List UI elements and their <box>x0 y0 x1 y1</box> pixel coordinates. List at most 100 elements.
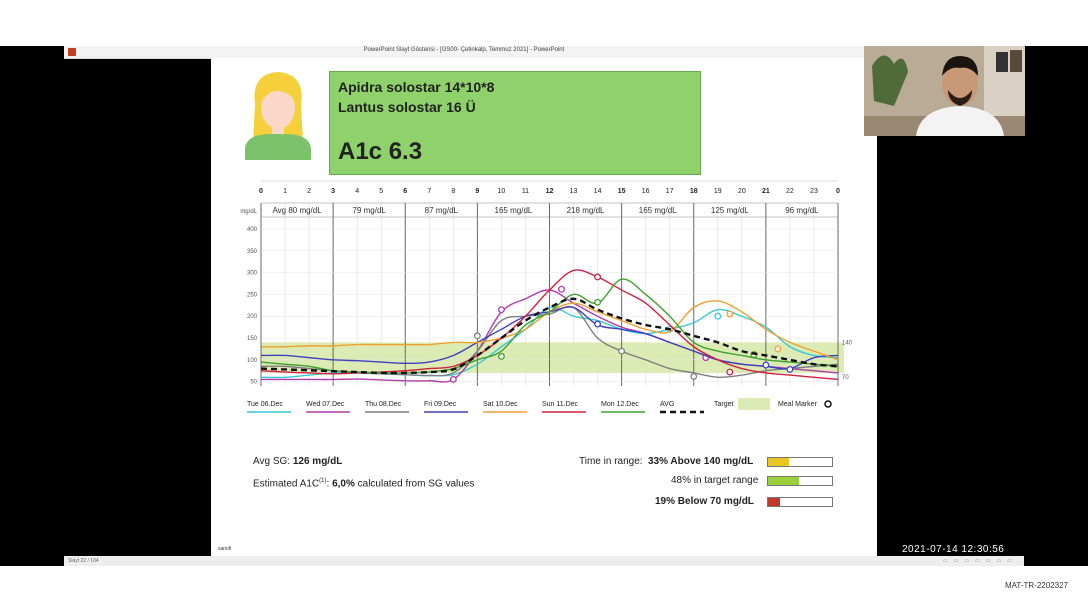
powerpoint-app-icon <box>68 48 76 56</box>
hour-tick-label: 22 <box>786 188 794 195</box>
hour-tick-label: 2 <box>307 188 311 195</box>
above-range-label: 33% Above 140 mg/dL <box>648 456 754 467</box>
series-line-avg <box>260 297 839 375</box>
hour-tick-label: 14 <box>594 188 602 195</box>
y-tick-label: 400 <box>247 227 258 233</box>
y-tick-label: 350 <box>247 249 258 255</box>
upper-target-label: 140 <box>842 340 853 346</box>
y-tick-label: 300 <box>247 271 258 277</box>
avg-sg-label: Avg SG: <box>253 456 291 467</box>
hour-tick-label: 0 <box>836 188 840 195</box>
legend-meal-marker-icon <box>824 400 832 408</box>
hour-tick-label: 17 <box>666 188 674 195</box>
hour-tick-label: 20 <box>738 188 746 195</box>
a1c-value: A1c 6.3 <box>338 138 423 165</box>
avg-sg: Avg SG: 126 mg/dL <box>253 456 342 467</box>
meal-marker <box>497 352 505 360</box>
window-title: PowerPoint Slayt Gösterisi - [GS00- Çeti… <box>363 47 565 53</box>
below-range-label: 19% Below 70 mg/dL <box>655 496 754 507</box>
in-range-label: 48% in target range <box>671 475 759 486</box>
hour-tick-label: 0 <box>259 188 263 195</box>
hour-tick-label: 15 <box>618 188 626 195</box>
estimated-a1c-suffix: calculated from SG values <box>357 478 475 490</box>
hour-tick-label: 19 <box>714 188 722 195</box>
period-average-label: 87 mg/dL <box>425 206 459 215</box>
period-average-label: 79 mg/dL <box>353 206 387 215</box>
legend-label: Sat 10.Dec <box>483 401 518 408</box>
hour-tick-label: 9 <box>475 188 479 195</box>
meal-marker <box>594 298 602 306</box>
period-average-label: 165 mg/dL <box>495 206 533 215</box>
hour-tick-label: 6 <box>403 188 407 195</box>
meal-marker <box>786 365 794 373</box>
above-range-fill <box>768 458 790 466</box>
period-average-label: 165 mg/dL <box>639 206 677 215</box>
insulin-line-1: Apidra solostar 14*10*8 <box>338 79 495 95</box>
meal-marker <box>497 306 505 314</box>
footnote-marker: (1) <box>319 478 327 484</box>
hour-tick-label: 16 <box>642 188 650 195</box>
legend-label: Sun 11.Dec <box>542 401 579 408</box>
meal-marker <box>774 345 782 353</box>
view-controls[interactable]: ▭▭▭▭▭▭▭ <box>942 558 1018 564</box>
presenter-webcam <box>864 46 1025 136</box>
meal-marker <box>726 310 734 318</box>
period-average-label: 218 mg/dL <box>567 206 605 215</box>
glucose-overlay-chart: 0 1 2 3 4 5 6 7 8 9 10 11 12 13 14 15 16 17 18 19 20 21 22 23 0A… <box>240 180 853 414</box>
legend-label: AVG <box>660 401 674 408</box>
slide-counter: Slayt 22 / 104 <box>68 558 99 564</box>
time-in-range-label: Time in range: <box>579 456 643 467</box>
estimated-a1c-value: 6,0% <box>332 478 355 490</box>
meal-marker <box>690 372 698 380</box>
hour-tick-label: 8 <box>451 188 455 195</box>
target-range-band <box>261 342 844 373</box>
meal-marker <box>618 347 626 355</box>
period-average-label: 125 mg/dL <box>711 206 749 215</box>
legend-label: Thu 08.Dec <box>365 401 402 408</box>
hour-tick-label: 23 <box>810 188 818 195</box>
hour-tick-label: 7 <box>427 188 431 195</box>
period-average-label: Avg 80 mg/dL <box>272 206 322 215</box>
series-line-sun-11-dec <box>260 269 839 381</box>
hour-tick-label: 1 <box>283 188 287 195</box>
y-tick-label: 100 <box>247 358 258 364</box>
y-tick-label: 50 <box>250 380 257 386</box>
meal-marker <box>558 285 565 293</box>
legend-label: Mon 12.Dec <box>601 401 639 408</box>
insulin-line-2: Lantus solostar 16 Ü <box>338 99 476 115</box>
hour-tick-label: 3 <box>331 188 335 195</box>
y-tick-label: 150 <box>247 336 258 342</box>
legend-label: Fri 09.Dec <box>424 401 457 408</box>
hour-tick-label: 18 <box>690 188 698 195</box>
patient-avatar-icon <box>245 72 311 160</box>
video-timestamp: 2021-07-14 12:30:56 <box>902 544 1005 555</box>
legend-label: Tue 06.Dec <box>247 401 283 408</box>
slide: Apidra solostar 14*10*8 Lantus solostar … <box>211 58 877 556</box>
in-range-bar <box>767 476 833 486</box>
document-code: MAT-TR-2202327 <box>1005 581 1068 590</box>
hour-tick-label: 5 <box>379 188 383 195</box>
meal-marker <box>594 320 602 328</box>
meal-marker <box>726 368 734 376</box>
hour-tick-label: 21 <box>762 188 770 195</box>
avg-sg-value: 126 mg/dL <box>292 456 343 467</box>
hour-tick-label: 13 <box>570 188 578 195</box>
y-tick-label: 250 <box>247 292 258 298</box>
y-tick-label: 200 <box>247 314 258 320</box>
lower-target-label: 70 <box>842 375 849 381</box>
hour-tick-label: 11 <box>522 188 529 195</box>
hour-tick-label: 10 <box>498 188 506 195</box>
hour-tick-label: 12 <box>546 188 554 195</box>
period-average-label: 96 mg/dL <box>785 206 819 215</box>
legend-label: Wed 07.Dec <box>306 401 345 408</box>
y-axis-label: mg/dL <box>240 209 257 215</box>
meal-marker <box>762 361 770 369</box>
below-range-fill <box>768 498 781 506</box>
meal-marker <box>714 312 722 320</box>
estimated-a1c-label: Estimated A1C <box>253 478 320 490</box>
legend-label-target: Target <box>714 401 734 408</box>
above-range-bar <box>767 457 833 467</box>
below-range-bar <box>767 497 833 507</box>
meal-marker <box>473 332 481 340</box>
sanofi-logo: sanofi <box>218 546 232 552</box>
